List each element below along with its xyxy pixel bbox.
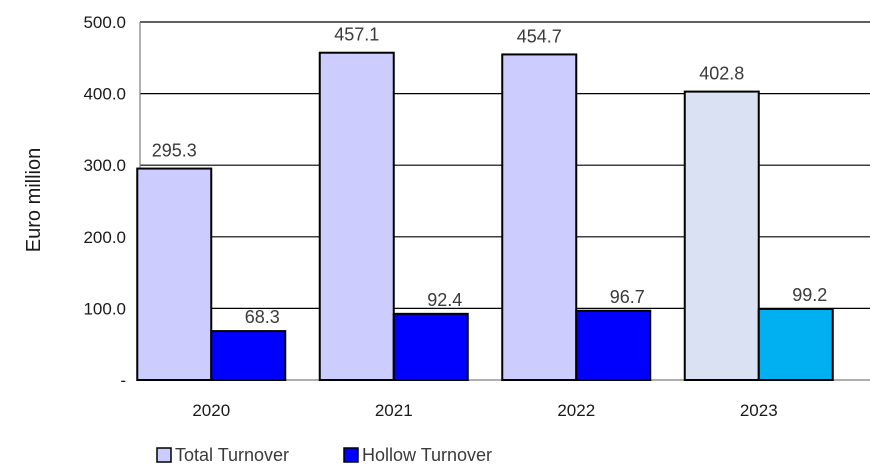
data-label: 92.4 xyxy=(427,290,462,310)
y-axis-title: Euro million xyxy=(23,148,45,252)
data-label: 402.8 xyxy=(699,64,744,84)
y-tick-label: 500.0 xyxy=(83,13,126,32)
bar-total-turnover xyxy=(501,53,578,381)
bar-total-turnover xyxy=(683,90,760,381)
x-tick-label: 2022 xyxy=(557,401,595,420)
x-tick-label: 2021 xyxy=(375,401,413,420)
bar-total-turnover xyxy=(136,167,213,381)
y-tick-label: - xyxy=(120,371,126,390)
axes: - 100.0 200.0 300.0 400.0 500.0 2020 2021 2022 20… xyxy=(83,13,870,420)
data-label: 457.1 xyxy=(334,25,379,45)
data-label: 68.3 xyxy=(245,307,280,327)
y-tick-label: 400.0 xyxy=(83,85,126,104)
data-labels: 295.3 68.3 457.1 92.4 454.7 96.7 402.8 99.2 xyxy=(152,25,828,327)
legend-label: Hollow Turnover xyxy=(362,445,492,465)
data-label: 295.3 xyxy=(152,141,197,161)
bar-total-turnover xyxy=(318,51,395,381)
bar-hollow-turnover xyxy=(575,309,652,381)
x-tick-label: 2023 xyxy=(740,401,778,420)
bar-hollow-turnover xyxy=(210,330,287,381)
x-tick-label: 2020 xyxy=(192,401,230,420)
bar-hollow-turnover xyxy=(392,312,469,382)
legend-swatch xyxy=(343,447,359,463)
legend-swatch xyxy=(156,447,172,463)
bar-hollow-turnover xyxy=(757,307,834,382)
y-tick-label: 200.0 xyxy=(83,228,126,247)
bars xyxy=(136,51,834,382)
legend-label: Total Turnover xyxy=(175,445,289,465)
y-tick-label: 300.0 xyxy=(83,156,126,175)
y-tick-label: 100.0 xyxy=(83,299,126,318)
data-label: 96.7 xyxy=(610,287,645,307)
data-label: 454.7 xyxy=(517,26,562,46)
legend: Total Turnover Hollow Turnover xyxy=(156,445,492,465)
data-label: 99.2 xyxy=(792,285,827,305)
